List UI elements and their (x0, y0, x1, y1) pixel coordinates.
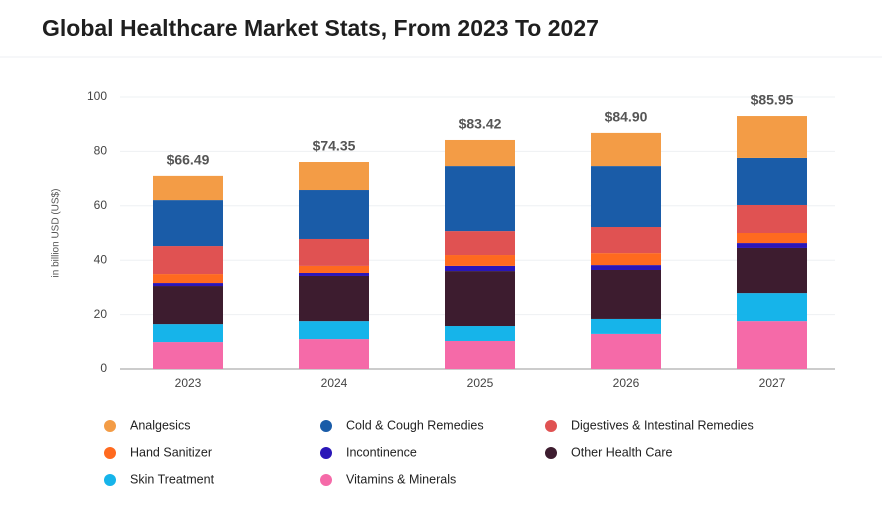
bar-segment (445, 340, 515, 369)
bar-segment (299, 265, 369, 273)
bar-segment (153, 342, 223, 369)
total-label: $83.42 (459, 116, 502, 132)
bar-segment (153, 175, 223, 201)
bar-segment (591, 132, 661, 167)
bar-segment (737, 247, 807, 294)
legend-label: Vitamins & Minerals (346, 472, 456, 486)
bar-segment (299, 190, 369, 239)
total-label: $84.90 (605, 109, 648, 125)
bar-segment (445, 255, 515, 266)
y-tick-label: 20 (94, 307, 108, 321)
bar-segment (299, 238, 369, 266)
bar-segment (591, 269, 661, 319)
chart-title: Global Healthcare Market Stats, From 202… (42, 15, 599, 41)
legend-label: Hand Sanitizer (130, 445, 212, 459)
legend-swatch (104, 447, 116, 459)
y-tick-label: 40 (94, 252, 108, 266)
y-axis-label: in billion USD (US$) (51, 189, 62, 278)
legend-swatch (320, 474, 332, 486)
bar-segment (737, 233, 807, 244)
total-label: $66.49 (167, 152, 210, 168)
bar-segment (445, 265, 515, 272)
legend-label: Incontinence (346, 445, 417, 459)
legend-swatch (545, 420, 557, 432)
bar-segment (445, 166, 515, 232)
legend-label: Other Health Care (571, 445, 672, 459)
x-tick-label: 2025 (467, 376, 494, 390)
legend-label: Analgesics (130, 418, 190, 432)
bar-segment (299, 272, 369, 276)
bar-segment (153, 324, 223, 343)
legend-swatch (320, 420, 332, 432)
bar-segment (445, 139, 515, 167)
bar-segment (591, 227, 661, 254)
bar-segment (153, 286, 223, 325)
bar-segment (737, 321, 807, 369)
y-tick-label: 60 (94, 198, 108, 212)
x-tick-label: 2026 (613, 376, 640, 390)
bar-segment (153, 200, 223, 247)
bar-segment (737, 204, 807, 233)
legend-label: Cold & Cough Remedies (346, 418, 484, 432)
y-tick-label: 0 (100, 361, 107, 375)
bar-segment (299, 339, 369, 369)
x-tick-label: 2024 (321, 376, 348, 390)
bar-segment (445, 326, 515, 341)
bar-segment (299, 275, 369, 322)
total-label: $74.35 (313, 138, 356, 154)
bar-segment (591, 166, 661, 228)
legend-swatch (104, 474, 116, 486)
bar-segment (737, 116, 807, 158)
x-tick-label: 2023 (175, 376, 202, 390)
bar-segment (591, 253, 661, 266)
bar-segment (591, 265, 661, 270)
bar-segment (445, 271, 515, 327)
total-label: $85.95 (751, 92, 794, 108)
x-tick-label: 2027 (759, 376, 786, 390)
bar-segment (153, 283, 223, 287)
y-tick-label: 100 (87, 89, 107, 103)
bar-segment (153, 274, 223, 284)
legend-label: Skin Treatment (130, 472, 215, 486)
bar-segment (591, 318, 661, 334)
bar-segment (737, 293, 807, 322)
bar-segment (299, 321, 369, 340)
bar-segment (591, 333, 661, 369)
bar-segment (445, 231, 515, 256)
bar-segment (299, 162, 369, 191)
legend-swatch (104, 420, 116, 432)
legend-swatch (320, 447, 332, 459)
legend-label: Digestives & Intestinal Remedies (571, 418, 754, 432)
bar-segment (737, 157, 807, 205)
legend-swatch (545, 447, 557, 459)
bar-segment (153, 246, 223, 275)
bar-segment (737, 243, 807, 248)
y-tick-label: 80 (94, 144, 108, 158)
